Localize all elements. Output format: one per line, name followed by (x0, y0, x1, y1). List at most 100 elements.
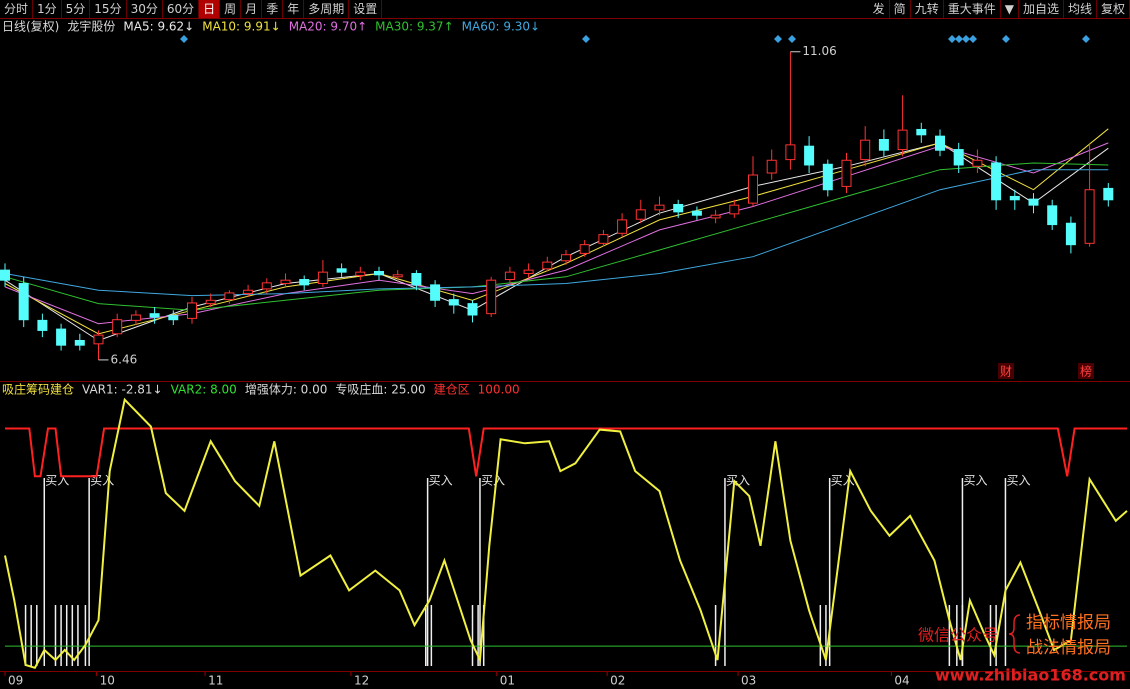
toolbar-button[interactable]: 简 (889, 0, 911, 18)
candle-body (785, 144, 796, 161)
legend-entry: MA10: 9.91↓ (202, 20, 280, 34)
candle-body (299, 279, 310, 286)
toolbar-button[interactable]: 设置 (349, 0, 383, 18)
toolbar-button[interactable]: 加自选 (1018, 0, 1064, 18)
toolbar-button[interactable]: 周 (220, 0, 242, 18)
toolbar-left: 分时 1分 5分 15分 30分 60分日周月季年多周期 设置 (0, 0, 383, 18)
x-tick-label: 09 (8, 674, 23, 688)
candle-body (804, 145, 815, 166)
candle-body (448, 299, 459, 306)
candle-body (654, 204, 665, 211)
watermark-line: 战法情报局 (1026, 638, 1111, 658)
candle-body (93, 334, 104, 345)
candle-body (411, 272, 422, 286)
buy-label: 买入 (831, 474, 855, 488)
x-tick-label: 10 (100, 674, 115, 688)
legend-entry: MA20: 9.70↑ (289, 20, 367, 34)
legend-entry: 日线(复权) (2, 20, 59, 34)
legend-entry: MA60: 9.30↓ (462, 20, 540, 34)
candle-body (598, 234, 609, 244)
candle-body (1103, 187, 1114, 201)
toolbar-button[interactable]: 多周期 (304, 0, 350, 18)
event-box (1078, 363, 1094, 379)
toolbar-button[interactable]: 30分 (126, 0, 163, 18)
candle-body (56, 328, 67, 346)
signal-marker (788, 35, 796, 43)
buy-label: 买入 (726, 474, 750, 488)
candle-body (112, 319, 123, 335)
candle-body (224, 292, 235, 301)
x-tick-label: 04 (894, 674, 909, 688)
legend-entry: MA30: 9.37↑ (375, 20, 453, 34)
candle-body (635, 209, 646, 220)
buy-label: 买入 (963, 474, 987, 488)
candle-body (168, 315, 179, 321)
buy-label: 买入 (429, 474, 453, 488)
candle-body (317, 271, 328, 285)
candle-body (822, 163, 833, 191)
toolbar-button[interactable]: 15分 (90, 0, 127, 18)
candle-body (953, 149, 964, 166)
legend-entry: VAR1: -2.81↓ (82, 383, 163, 397)
candle-body (617, 219, 628, 234)
candle-body (18, 283, 29, 321)
candle-body (149, 313, 160, 318)
x-tick-label: 12 (354, 674, 369, 688)
toolbar-button[interactable]: 季 (262, 0, 284, 18)
toolbar-button[interactable]: 发 (868, 0, 890, 18)
candle-body (878, 139, 889, 151)
toolbar-right: 发简九转 重大事件 ▼ 加自选 均线 复权 (868, 0, 1130, 18)
candle-body (748, 174, 758, 204)
signal-marker (969, 35, 977, 43)
candle-body (766, 159, 777, 174)
candle-body (972, 159, 983, 167)
toolbar-button[interactable]: 重大事件 (943, 0, 1001, 18)
toolbar-button[interactable]: 均线 (1063, 0, 1097, 18)
toolbar-button[interactable]: 60分 (162, 0, 200, 18)
min-price-label: 6.46 (111, 352, 138, 366)
buy-label: 买入 (1006, 474, 1030, 488)
candle-body (280, 279, 291, 285)
candle-body (74, 339, 85, 346)
ma-line (4, 169, 1109, 297)
candle-body (374, 270, 384, 276)
candle-body (205, 299, 216, 305)
candle-body (673, 203, 684, 213)
event-box (998, 363, 1014, 379)
candle-body (1047, 205, 1058, 226)
event-marker: 榜 (1080, 364, 1092, 379)
candle-body (261, 282, 272, 290)
toolbar-button[interactable]: 日 (199, 0, 221, 18)
indicator-line (4, 397, 1128, 669)
event-marker: 财 (1000, 365, 1012, 379)
candle-body (486, 279, 497, 315)
candle-body (935, 135, 945, 151)
candle-body (504, 271, 515, 281)
candle-body (860, 139, 871, 161)
toolbar-button[interactable]: 分时 (0, 0, 34, 18)
candle-body (579, 244, 590, 254)
legend-entry: 龙宇股份 (67, 20, 115, 34)
toolbar-button[interactable]: 年 (283, 0, 305, 18)
candle-body (392, 274, 403, 278)
toolbar-button[interactable]: 5分 (61, 0, 91, 18)
candle-body (0, 269, 10, 281)
toolbar-button[interactable]: 九转 (910, 0, 944, 18)
toolbar-button[interactable]: ▼ (1000, 0, 1019, 18)
watermark-brace (1008, 614, 1021, 654)
candle-body (1028, 198, 1039, 206)
legend-entry: 吸庄筹码建仓 (2, 382, 74, 397)
signal-marker (582, 35, 590, 43)
candle-body (1065, 222, 1076, 246)
toolbar-button[interactable]: 复权 (1096, 0, 1130, 18)
toolbar-button[interactable]: 1分 (33, 0, 62, 18)
signal-marker (1002, 35, 1010, 43)
candle-body (355, 271, 366, 276)
signal-marker (955, 35, 963, 43)
candle-body (37, 319, 48, 331)
toolbar-button[interactable]: 月 (241, 0, 263, 18)
legend-entry: 建仓区 (434, 383, 470, 397)
candle-body (841, 159, 852, 187)
